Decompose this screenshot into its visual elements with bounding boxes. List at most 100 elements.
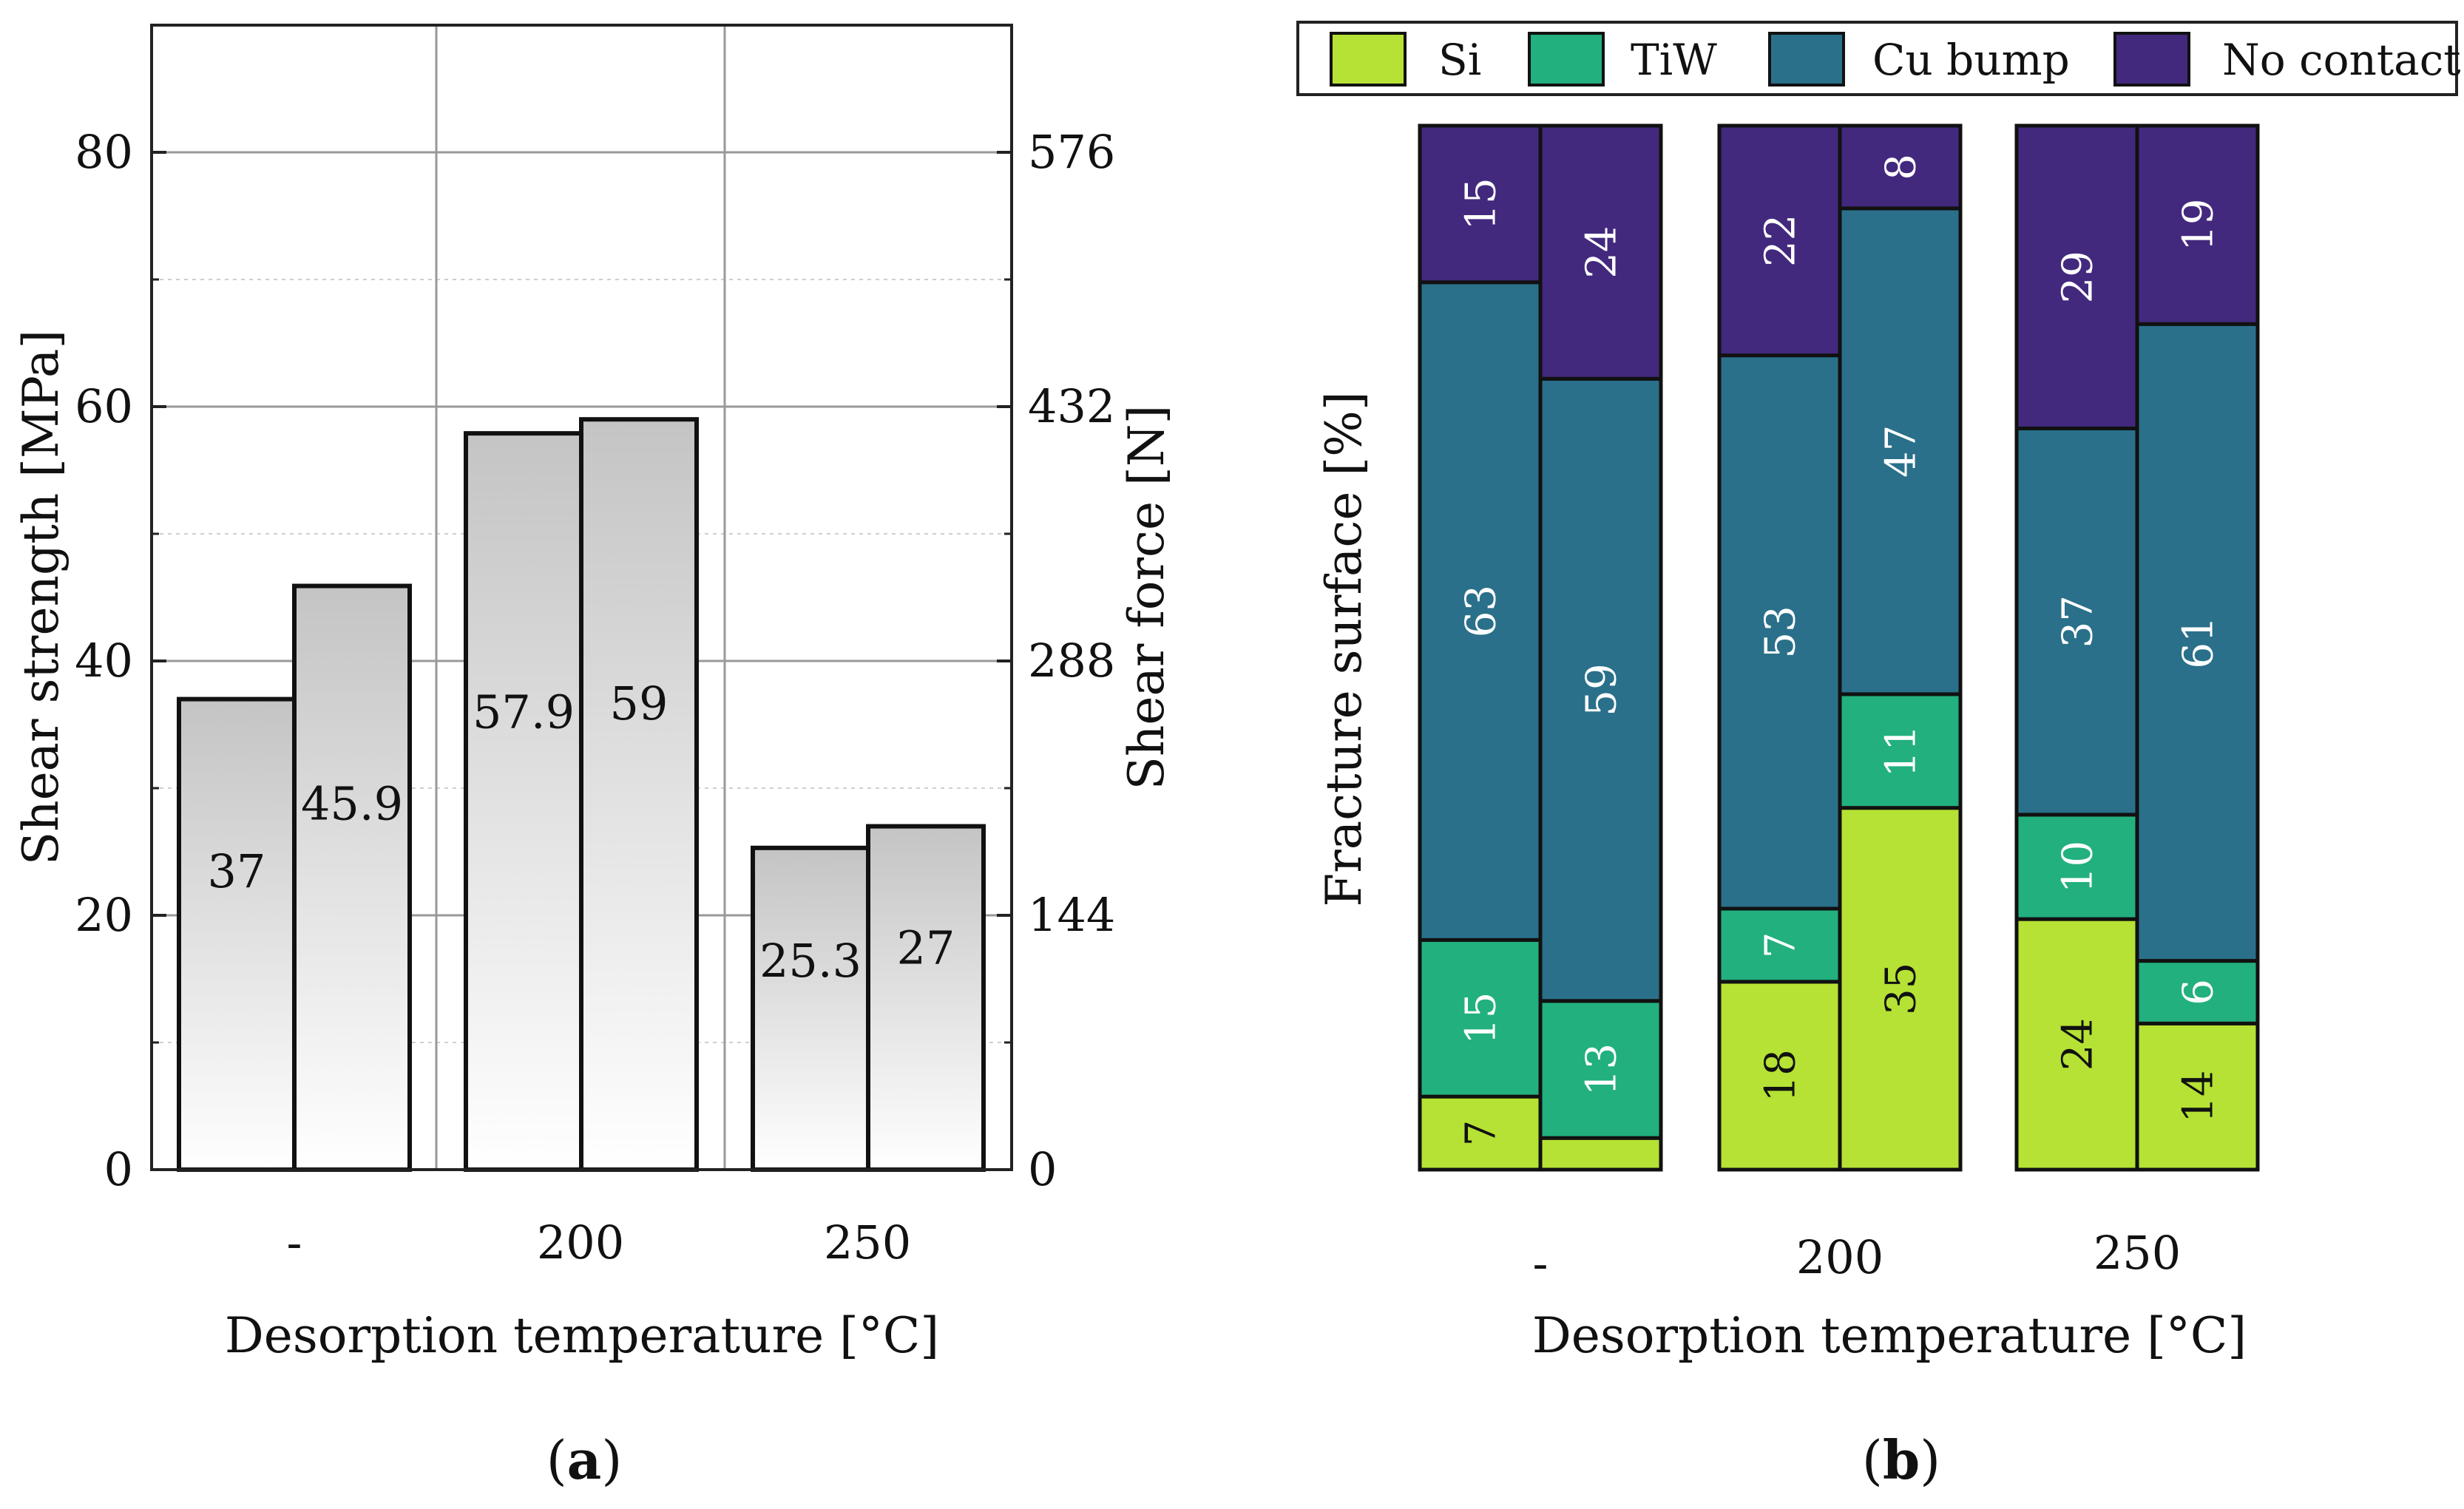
panel-b-segment	[1538, 1136, 1663, 1172]
panel-a-value-label: 59	[610, 676, 669, 730]
panel-a-ticks	[152, 151, 1012, 1171]
panel-b-segment	[1418, 1094, 1543, 1172]
legend-swatch	[1330, 32, 1407, 87]
panel-b-segment	[2014, 426, 2139, 817]
panel-a-chart: 0 20 40 60 80 0 144 288 432 576 - 200 250 37 45.9 57…	[13, 24, 1175, 1491]
panel-a-value-label: 45.9	[301, 776, 403, 830]
panel-a-y-tick-labels: 0 20 40 60 80	[75, 125, 133, 1196]
panel-b-x-axis-title: Desorption temperature [°C]	[1532, 1307, 2247, 1364]
panel-b-segment	[2135, 1021, 2260, 1172]
panel-b-segment-label: 18	[1757, 1049, 1805, 1102]
panel-a-bar	[579, 417, 699, 1172]
panel-b-x-tick-labels: - 200 250	[1533, 1226, 2182, 1290]
panel-a-y-tick-label: 40	[75, 634, 133, 688]
panel-a-x-axis-title: Desorption temperature [°C]	[225, 1307, 939, 1364]
panel-a-y-tick-label: 0	[104, 1142, 133, 1196]
panel-a-y2-tick-labels: 0 144 288 432 576	[1028, 125, 1115, 1196]
panel-b-segment-label: 61	[2175, 616, 2223, 668]
panel-b-segment-label: 63	[1458, 585, 1506, 637]
panel-b-segment-label: 19	[2175, 199, 2223, 251]
panel-a-y-tick-label: 60	[75, 379, 133, 433]
panel-b-segment	[1717, 123, 1842, 358]
panel-a-x-tick-label: -	[287, 1215, 302, 1269]
panel-b-segment-label: 29	[2054, 251, 2102, 303]
panel-b-segment-label: 15	[1458, 177, 1506, 230]
panel-a-x-tick-label: 200	[537, 1215, 624, 1269]
panel-b-segment	[1838, 206, 1963, 696]
panel-b-x-tick-label: -	[1533, 1236, 1549, 1290]
legend-swatch	[1768, 32, 1845, 87]
panel-b-segment-label: 11	[1878, 725, 1926, 777]
panel-a-bar	[866, 824, 986, 1172]
legend-frame	[1296, 21, 2458, 96]
panel-b-segment-label: 14	[2175, 1071, 2223, 1123]
panel-b-segment-label: 8	[1878, 154, 1926, 180]
panel-b-x-tick-label: 250	[2094, 1226, 2181, 1280]
legend-label: Cu bump	[1872, 35, 2070, 85]
panel-a-y2-tick-label: 288	[1028, 634, 1115, 688]
panel-b-chart: 7 15 63 15 13 59 24 18 7 53 22 35 11 47 8 24 10 37 29 14 6 61…	[1296, 21, 2461, 1491]
panel-a-value-label: 57.9	[473, 685, 575, 739]
panel-b-segment	[2135, 322, 2260, 963]
panel-b-segment-label: 53	[1757, 606, 1805, 658]
panel-a-x-tick-label: 250	[824, 1215, 911, 1269]
panel-b-segment	[1717, 980, 1842, 1172]
panel-b-segment-labels: 7 15 63 15 13 59 24 18 7 53 22 35 11 47 8 24 10 37 29 14 6 61…	[1458, 154, 2223, 1146]
panel-a-bars	[177, 417, 986, 1172]
panel-a-y2-tick-label: 432	[1028, 379, 1115, 433]
panel-b-segment	[1418, 937, 1543, 1099]
panel-b-y-axis-title: Fracture surface [%]	[1316, 391, 1373, 906]
panel-b-segment-label: 10	[2054, 841, 2102, 893]
panel-b-segment	[1838, 123, 1963, 211]
panel-a-y2-tick-label: 0	[1028, 1142, 1057, 1196]
panel-b-segment	[1538, 999, 1663, 1140]
panel-a-value-labels: 37 45.9 57.9 59 25.3 27	[208, 676, 955, 988]
panel-a-y2-tick-label: 576	[1028, 125, 1115, 179]
panel-a-y2-tick-label: 144	[1028, 888, 1115, 942]
panel-b-segment-label: 59	[1578, 663, 1626, 716]
panel-a-bar	[177, 696, 297, 1172]
panel-b-segment-label: 7	[1757, 932, 1805, 959]
panel-b-segment-label: 47	[1878, 425, 1926, 478]
panel-b-stacked-bars	[1418, 123, 2260, 1172]
panel-a-bar	[751, 845, 870, 1172]
legend-swatch	[2113, 32, 2190, 87]
panel-a-caption-letter: a	[567, 1428, 602, 1491]
panel-a-y2-axis-title: Shear force [N]	[1118, 405, 1175, 790]
panel-b-segment	[2014, 813, 2139, 921]
panel-b-segment	[2135, 959, 2260, 1025]
panel-a-value-label: 27	[897, 920, 955, 974]
panel-b-segment	[1838, 806, 1963, 1172]
panel-a-y-tick-label: 20	[75, 888, 133, 942]
panel-b-legend: Si TiW Cu bump No contact	[1296, 21, 2461, 96]
panel-b-segment-label: 35	[1878, 963, 1926, 1015]
legend-label: TiW	[1631, 35, 1717, 85]
panel-b-segment	[2014, 123, 2139, 430]
panel-b-segment	[1717, 906, 1842, 984]
panel-a-value-label: 25.3	[759, 934, 862, 988]
panel-a-bar	[464, 431, 583, 1172]
panel-b-segment-label: 24	[1578, 226, 1626, 279]
panel-b-segment-label: 15	[1458, 992, 1506, 1045]
panel-b-caption-letter: b	[1883, 1428, 1920, 1491]
panel-b-x-tick-label: 200	[1796, 1230, 1883, 1284]
legend-swatch	[1528, 32, 1605, 87]
panel-b-caption: (b)	[1862, 1428, 1941, 1491]
panel-b-segment-label: 7	[1458, 1120, 1506, 1147]
panel-b-segment-label: 24	[2054, 1018, 2102, 1071]
panel-b-segment-label: 22	[1757, 214, 1805, 267]
panel-b-segment	[2135, 123, 2260, 326]
legend-label: Si	[1438, 35, 1481, 85]
panel-a-x-tick-labels: - 200 250	[287, 1215, 912, 1269]
panel-b-segment	[1538, 123, 1663, 381]
panel-a-value-label: 37	[208, 844, 266, 898]
panel-b-segment-label: 37	[2054, 595, 2102, 648]
panel-a-plot-frame	[150, 24, 1013, 1171]
legend-label: No contact	[2222, 35, 2461, 85]
panel-a-y-tick-label: 80	[75, 125, 133, 179]
panel-a-bar	[292, 583, 412, 1172]
panel-a-caption: (a)	[546, 1428, 623, 1491]
panel-a-y-axis-title: Shear strength [MPa]	[13, 330, 70, 865]
panel-b-segment-label: 13	[1578, 1043, 1626, 1096]
